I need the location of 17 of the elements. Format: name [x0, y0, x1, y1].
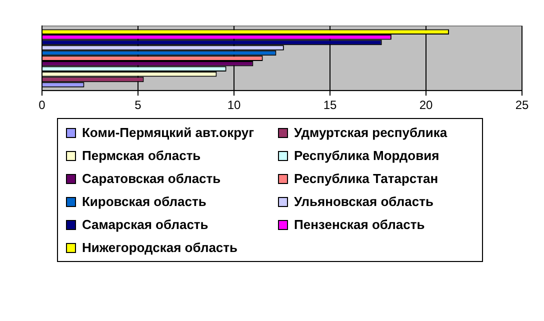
x-tick-label: 10 [227, 98, 241, 112]
x-tick-label: 15 [323, 98, 337, 112]
legend-label: Пермская область [82, 148, 201, 163]
legend-label: Республика Мордовия [294, 148, 440, 163]
x-tick-label: 5 [134, 98, 142, 112]
legend-label: Саратовская область [82, 171, 221, 186]
legend-label: Республика Татарстан [294, 171, 438, 186]
x-tick-label: 25 [515, 98, 529, 112]
legend-label: Кировская область [82, 194, 206, 209]
legend-label: Пензенская область [294, 217, 425, 232]
x-tick-label: 20 [419, 98, 433, 112]
x-tick-label: 0 [38, 98, 46, 112]
legend-label: Ульяновская область [294, 194, 434, 209]
legend-label: Нижегородская область [82, 240, 238, 255]
legend-label: Коми-Пермяцкий авт.округ [82, 125, 254, 140]
legend-label: Самарская область [82, 217, 208, 232]
legend-label: Удмуртская республика [294, 125, 448, 140]
